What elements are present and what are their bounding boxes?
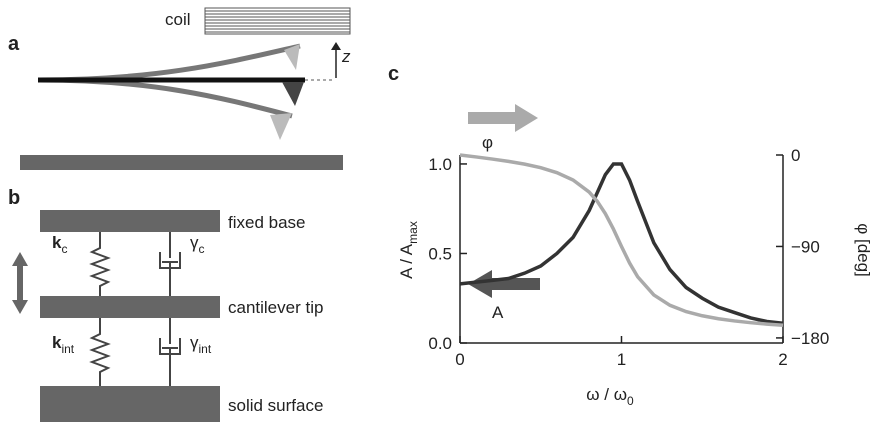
cantilever-up	[39, 43, 301, 83]
k-int: kint	[52, 333, 75, 356]
y2-tick-label: −90	[791, 237, 820, 256]
gamma-c: γc	[190, 233, 205, 256]
x-tick-label: 1	[617, 350, 626, 369]
double-arrow	[12, 252, 28, 314]
amplitude-arrow	[468, 270, 540, 298]
z-label: z	[341, 47, 351, 66]
series-line	[459, 162, 784, 326]
gamma-int: γint	[190, 333, 212, 356]
springs	[89, 232, 181, 386]
coil	[204, 7, 351, 35]
panel-label: c	[388, 63, 399, 85]
z-arrow-head	[331, 42, 341, 50]
label: solid surface	[228, 396, 323, 415]
coil-label: coil	[165, 10, 191, 29]
y2-axis-label: φ [deg]	[854, 223, 873, 277]
panel-label: b	[8, 187, 20, 209]
tip-down	[270, 113, 292, 140]
y-tick-label: 0.0	[428, 334, 452, 353]
surface	[20, 155, 343, 170]
tip	[282, 82, 304, 106]
y2-tick-label: 0	[791, 146, 800, 165]
y-tick-label: 0.5	[428, 244, 452, 263]
x-axis-label: ω / ω0	[586, 385, 634, 408]
y2-tick-label: −180	[791, 329, 829, 348]
y-axis-label: A / Amax	[397, 221, 420, 279]
solid-surface	[40, 386, 220, 422]
label: cantilever tip	[228, 298, 323, 317]
cantilever-down	[39, 77, 293, 119]
y-tick-label: 1.0	[428, 155, 452, 174]
label: fixed base	[228, 213, 306, 232]
tip-up	[284, 44, 300, 70]
phase-arrow	[468, 104, 538, 132]
fixed-base	[40, 210, 220, 232]
k-c: kc	[52, 233, 67, 256]
x-tick-label: 0	[455, 350, 464, 369]
cantilever-tip	[40, 296, 220, 318]
panel-label: a	[8, 33, 20, 55]
series-line	[459, 153, 784, 327]
annotation: A	[492, 303, 504, 322]
annotation: φ	[482, 133, 493, 152]
x-tick-label: 2	[778, 350, 787, 369]
